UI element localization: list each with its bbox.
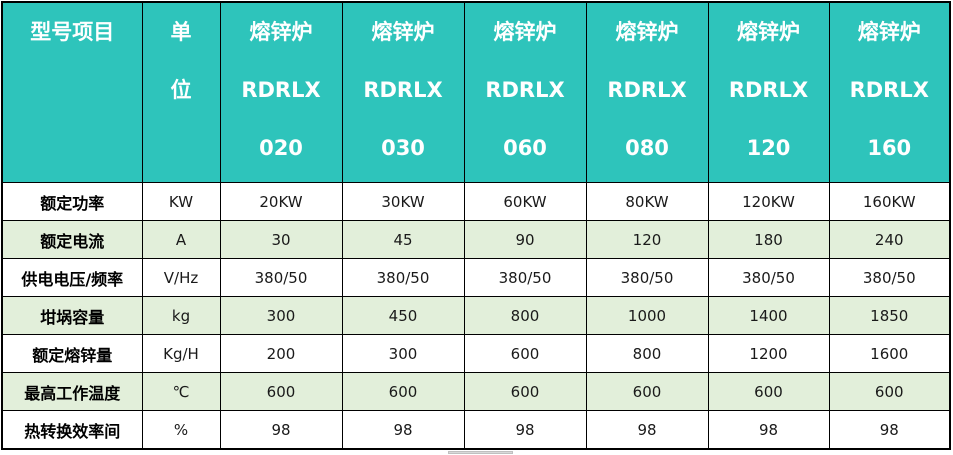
model-series: RDRLX: [363, 78, 443, 102]
row-label: 额定电流: [1, 220, 143, 259]
screenshot-artifact: [448, 451, 513, 454]
model-number: 020: [259, 136, 303, 160]
model-number: 160: [867, 136, 912, 160]
model-name: 熔锌炉: [615, 20, 679, 44]
value-cell: 90: [463, 220, 587, 259]
value-cell: 600: [219, 372, 343, 411]
value-cell: 80KW: [585, 182, 709, 221]
value-cell: 98: [219, 410, 343, 450]
value-cell: 1400: [707, 296, 830, 335]
row-label: 供电电压/频率: [1, 258, 143, 297]
row-label: 额定熔锌量: [1, 334, 143, 373]
model-number: 030: [381, 136, 425, 160]
unit-col-title-line1: 单: [170, 20, 192, 44]
value-cell: 380/50: [707, 258, 830, 297]
row-unit: V/Hz: [141, 258, 221, 297]
header-row: 型号项目 单 位 熔锌炉 RDRLX 020 熔锌炉 RDRLX 030 熔: [1, 1, 951, 183]
header-cell-unit: 单 位: [141, 1, 221, 183]
value-cell: 1000: [585, 296, 709, 335]
model-number: 060: [503, 136, 547, 160]
value-cell: 60KW: [463, 182, 587, 221]
table-row-crucible-capacity: 坩埚容量 kg 300 450 800 1000 1400 1850: [1, 296, 951, 335]
value-cell: 45: [341, 220, 465, 259]
value-cell: 98: [828, 410, 951, 450]
table-row-supply-voltage: 供电电压/频率 V/Hz 380/50 380/50 380/50 380/50…: [1, 258, 951, 297]
model-name: 熔锌炉: [371, 20, 435, 44]
value-cell: 120: [585, 220, 709, 259]
row-unit: Kg/H: [141, 334, 221, 373]
value-cell: 180: [707, 220, 830, 259]
row-unit: %: [141, 410, 221, 450]
row-unit: KW: [141, 182, 221, 221]
value-cell: 380/50: [463, 258, 587, 297]
value-cell: 200: [219, 334, 343, 373]
value-cell: 1850: [828, 296, 951, 335]
value-cell: 120KW: [707, 182, 830, 221]
value-cell: 600: [463, 334, 587, 373]
item-col-title: 型号项目: [30, 20, 115, 44]
header-cell-model-060: 熔锌炉 RDRLX 060: [463, 1, 587, 183]
value-cell: 600: [707, 372, 830, 411]
value-cell: 160KW: [828, 182, 951, 221]
table-row-max-temperature: 最高工作温度 ℃ 600 600 600 600 600 600: [1, 372, 951, 411]
model-series: RDRLX: [485, 78, 565, 102]
value-cell: 1200: [707, 334, 830, 373]
value-cell: 98: [463, 410, 587, 450]
value-cell: 600: [341, 372, 465, 411]
row-label: 热转换效率间: [1, 410, 143, 450]
value-cell: 380/50: [585, 258, 709, 297]
value-cell: 450: [341, 296, 465, 335]
table-row-heat-efficiency: 热转换效率间 % 98 98 98 98 98 98: [1, 410, 951, 450]
table-row-rated-power: 额定功率 KW 20KW 30KW 60KW 80KW 120KW 160KW: [1, 182, 951, 221]
value-cell: 380/50: [219, 258, 343, 297]
model-series: RDRLX: [728, 78, 809, 102]
header-cell-model-120: 熔锌炉 RDRLX 120: [707, 1, 830, 183]
value-cell: 800: [463, 296, 587, 335]
model-series: RDRLX: [849, 78, 929, 102]
model-name: 熔锌炉: [737, 20, 800, 44]
value-cell: 20KW: [219, 182, 343, 221]
model-name: 熔锌炉: [493, 20, 557, 44]
row-unit: ℃: [141, 372, 221, 411]
value-cell: 380/50: [828, 258, 951, 297]
model-name: 熔锌炉: [249, 20, 313, 44]
value-cell: 800: [585, 334, 709, 373]
row-label: 坩埚容量: [1, 296, 143, 335]
value-cell: 98: [341, 410, 465, 450]
value-cell: 380/50: [341, 258, 465, 297]
value-cell: 98: [707, 410, 830, 450]
value-cell: 300: [341, 334, 465, 373]
model-name: 熔锌炉: [857, 20, 921, 44]
row-label: 额定功率: [1, 182, 143, 221]
row-unit: kg: [141, 296, 221, 335]
model-number: 120: [746, 136, 791, 160]
value-cell: 1600: [828, 334, 951, 373]
value-cell: 240: [828, 220, 951, 259]
header-cell-model-080: 熔锌炉 RDRLX 080: [585, 1, 709, 183]
model-series: RDRLX: [241, 78, 321, 102]
value-cell: 600: [828, 372, 951, 411]
table-row-melting-rate: 额定熔锌量 Kg/H 200 300 600 800 1200 1600: [1, 334, 951, 373]
row-unit: A: [141, 220, 221, 259]
header-cell-model-160: 熔锌炉 RDRLX 160: [828, 1, 951, 183]
model-number: 080: [625, 136, 669, 160]
header-cell-item: 型号项目: [1, 1, 143, 183]
model-series: RDRLX: [607, 78, 687, 102]
row-label: 最高工作温度: [1, 372, 143, 411]
header-cell-model-030: 熔锌炉 RDRLX 030: [341, 1, 465, 183]
table-row-rated-current: 额定电流 A 30 45 90 120 180 240: [1, 220, 951, 259]
value-cell: 30KW: [341, 182, 465, 221]
value-cell: 300: [219, 296, 343, 335]
value-cell: 600: [585, 372, 709, 411]
value-cell: 98: [585, 410, 709, 450]
header-cell-model-020: 熔锌炉 RDRLX 020: [219, 1, 343, 183]
value-cell: 30: [219, 220, 343, 259]
unit-col-title-line2: 位: [170, 78, 192, 102]
value-cell: 600: [463, 372, 587, 411]
